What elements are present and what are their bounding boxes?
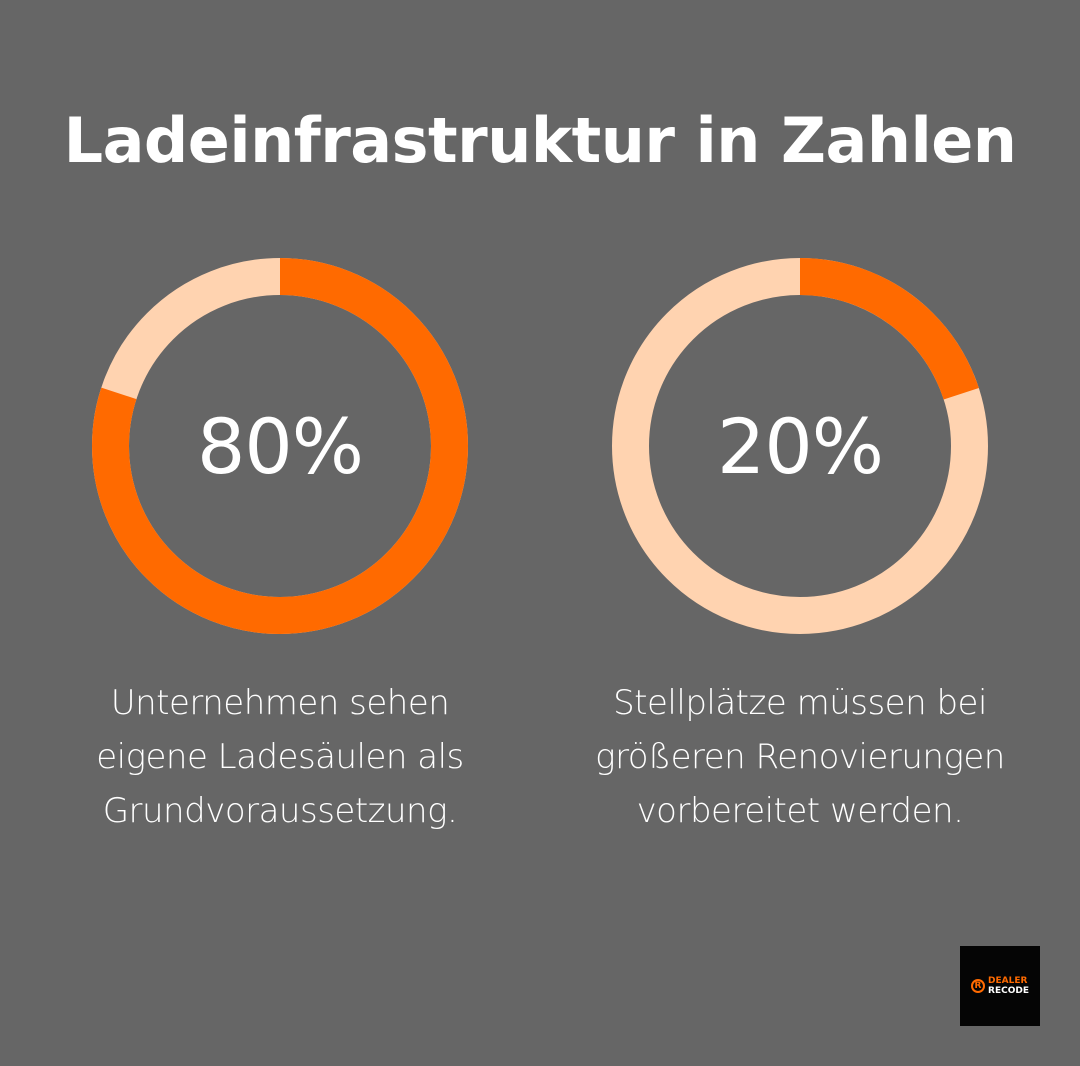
donut-ring-left [92,258,468,634]
stat-value-left: 80% [197,401,364,491]
brand-logo: R DEALER RECODE [960,946,1040,1026]
caption-line: Grundvoraussetzung. [102,791,458,831]
caption-right: Stellplätze müssen bei größeren Renovier… [565,676,1035,838]
donut-arc-right [612,258,988,634]
donut-chart-left: 80% [92,258,468,634]
logo-wordmark: DEALER RECODE [988,976,1029,996]
caption-left: Unternehmen sehen eigene Ladesäulen als … [45,676,515,838]
logo-line-recode: RECODE [988,986,1029,996]
page-title: Ladeinfrastruktur in Zahlen [63,104,1017,177]
donut-chart-right: 20% [612,258,988,634]
stat-value-right: 20% [717,401,884,491]
donut-ring-right [612,258,988,634]
caption-line: eigene Ladesäulen als [96,737,464,777]
donut-arc-left [92,258,468,634]
logo-r-icon: R [971,979,986,993]
caption-line: größeren Renovierungen [595,737,1005,777]
caption-line: vorbereitet werden. [636,791,964,831]
caption-line: Stellplätze müssen bei [613,683,987,723]
logo-line-dealer: DEALER [988,976,1028,986]
caption-line: Unternehmen sehen [110,683,450,723]
